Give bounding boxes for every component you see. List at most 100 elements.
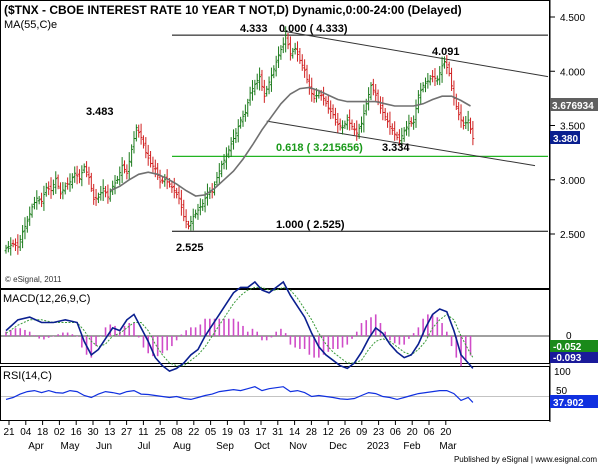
ohlc-bar <box>428 74 432 86</box>
ohlc-bar <box>85 161 88 178</box>
price-panel-frame <box>0 0 550 289</box>
ohlc-bar <box>217 163 221 185</box>
macd-histogram-bar <box>47 336 50 338</box>
macd-histogram-bar <box>455 336 458 358</box>
x-tick-label: 09 <box>356 427 368 438</box>
ohlc-bar <box>68 173 72 192</box>
ohlc-bar <box>471 121 475 146</box>
ohlc-bar <box>16 234 20 255</box>
ohlc-bar <box>40 192 43 208</box>
ohlc-bar <box>388 111 392 135</box>
ohlc-bar <box>407 114 411 137</box>
ma-value-label: 3.676934 <box>552 101 594 112</box>
ohlc-bar <box>61 182 65 200</box>
x-axis: 21 04 18 02 16 30 13 27 11 25 08 22 05 19 03 17 31 14 28 12… <box>3 421 457 452</box>
ohlc-bar <box>341 120 344 135</box>
ohlc-bar <box>142 135 145 149</box>
macd-histogram-bar <box>261 336 263 341</box>
macd-histogram-bar <box>303 336 306 349</box>
ohlc-bar <box>14 238 17 251</box>
ohlc-bar <box>11 239 15 248</box>
ohlc-bar <box>322 86 325 106</box>
macd-histogram-bar <box>384 331 386 336</box>
macd-histogram-bar <box>33 335 36 336</box>
ohlc-bar <box>132 131 136 154</box>
ohlc-bar <box>466 110 470 132</box>
ohlc-bar <box>6 241 10 253</box>
ohlc-bar <box>338 118 342 131</box>
ohlc-bar <box>111 180 115 196</box>
macd-histogram-bar <box>142 336 145 348</box>
ohlc-bar <box>334 107 337 126</box>
macd-histogram-bar <box>66 332 69 336</box>
x-tick-label: 28 <box>306 427 318 438</box>
macd-signal-line <box>5 286 474 367</box>
ohlc-bar <box>243 104 247 122</box>
annotation-fib-618: 0.618 ( 3.215656) <box>276 142 363 154</box>
macd-histogram-bar <box>199 324 202 336</box>
macd-histogram-bar <box>38 336 40 339</box>
ohlc-bar <box>416 90 420 114</box>
macd-histogram-bar <box>460 336 462 367</box>
macd-histogram-bar <box>137 336 140 338</box>
ohlc-bar <box>307 74 311 95</box>
macd-histogram-bar <box>360 323 363 336</box>
ohlc-bar <box>350 119 354 131</box>
ohlc-bar <box>70 173 74 189</box>
ohlc-bar <box>272 65 276 79</box>
macd-histogram-bar <box>393 336 396 344</box>
ohlc-bar <box>457 102 461 121</box>
x-tick-label: 03 <box>239 427 251 438</box>
ohlc-bar <box>227 145 231 159</box>
ohlc-bar <box>367 87 371 111</box>
ohlc-bar <box>194 209 197 219</box>
macd-histogram-bar <box>123 325 126 336</box>
ohlc-bar <box>161 176 164 184</box>
price-tick-label: 4.000 <box>560 67 585 78</box>
macd-histogram-bar <box>218 318 221 336</box>
ohlc-bar <box>234 128 238 144</box>
macd-histogram-bar <box>308 336 311 355</box>
x-tick-label: 16 <box>71 427 83 438</box>
ohlc-bar <box>99 185 103 201</box>
price-axis-ticks: 2.500 3.000 3.500 4.000 4.500 <box>550 13 585 241</box>
last-price-label: 3.380 <box>553 134 578 145</box>
ohlc-bar <box>435 75 439 85</box>
month-label: Oct <box>254 441 270 452</box>
ohlc-bar <box>383 108 387 121</box>
ohlc-bar <box>312 89 316 103</box>
ohlc-bar <box>163 174 167 187</box>
ohlc-bar <box>438 66 442 86</box>
ohlc-bar <box>63 182 67 195</box>
ohlc-bar <box>246 98 250 117</box>
macd-histogram-bar <box>19 328 22 336</box>
ohlc-bar <box>286 33 290 50</box>
ohlc-bar <box>277 46 280 69</box>
ohlc-bar <box>454 93 458 110</box>
ohlc-bar <box>258 67 261 91</box>
macd-histogram-bar <box>185 330 187 336</box>
macd-histogram-bar <box>14 328 17 336</box>
ohlc-bar <box>21 225 24 249</box>
macd-histogram-bar <box>242 325 244 336</box>
ohlc-bar <box>80 165 84 187</box>
ohlc-bar <box>352 122 356 136</box>
month-label: May <box>61 441 80 452</box>
ohlc-bar <box>284 26 288 53</box>
ohlc-bar <box>336 112 340 133</box>
macd-histogram-bar <box>299 336 301 349</box>
macd-histogram-bar <box>431 314 434 336</box>
x-tick-label: 23 <box>373 427 385 438</box>
macd-histogram-bar <box>227 318 230 336</box>
x-tick-label: 19 <box>222 427 234 438</box>
macd-histogram-bar <box>171 336 173 347</box>
watermark: © eSignal, 2011 <box>5 275 62 284</box>
macd-histogram-bar <box>327 336 330 352</box>
ohlc-bar <box>324 96 328 107</box>
ohlc-bar <box>220 160 224 178</box>
annotation-peak-feb: 4.091 <box>432 46 460 58</box>
ma-line <box>109 86 471 197</box>
rsi-line <box>5 386 474 403</box>
ohlc-bar <box>106 184 110 204</box>
